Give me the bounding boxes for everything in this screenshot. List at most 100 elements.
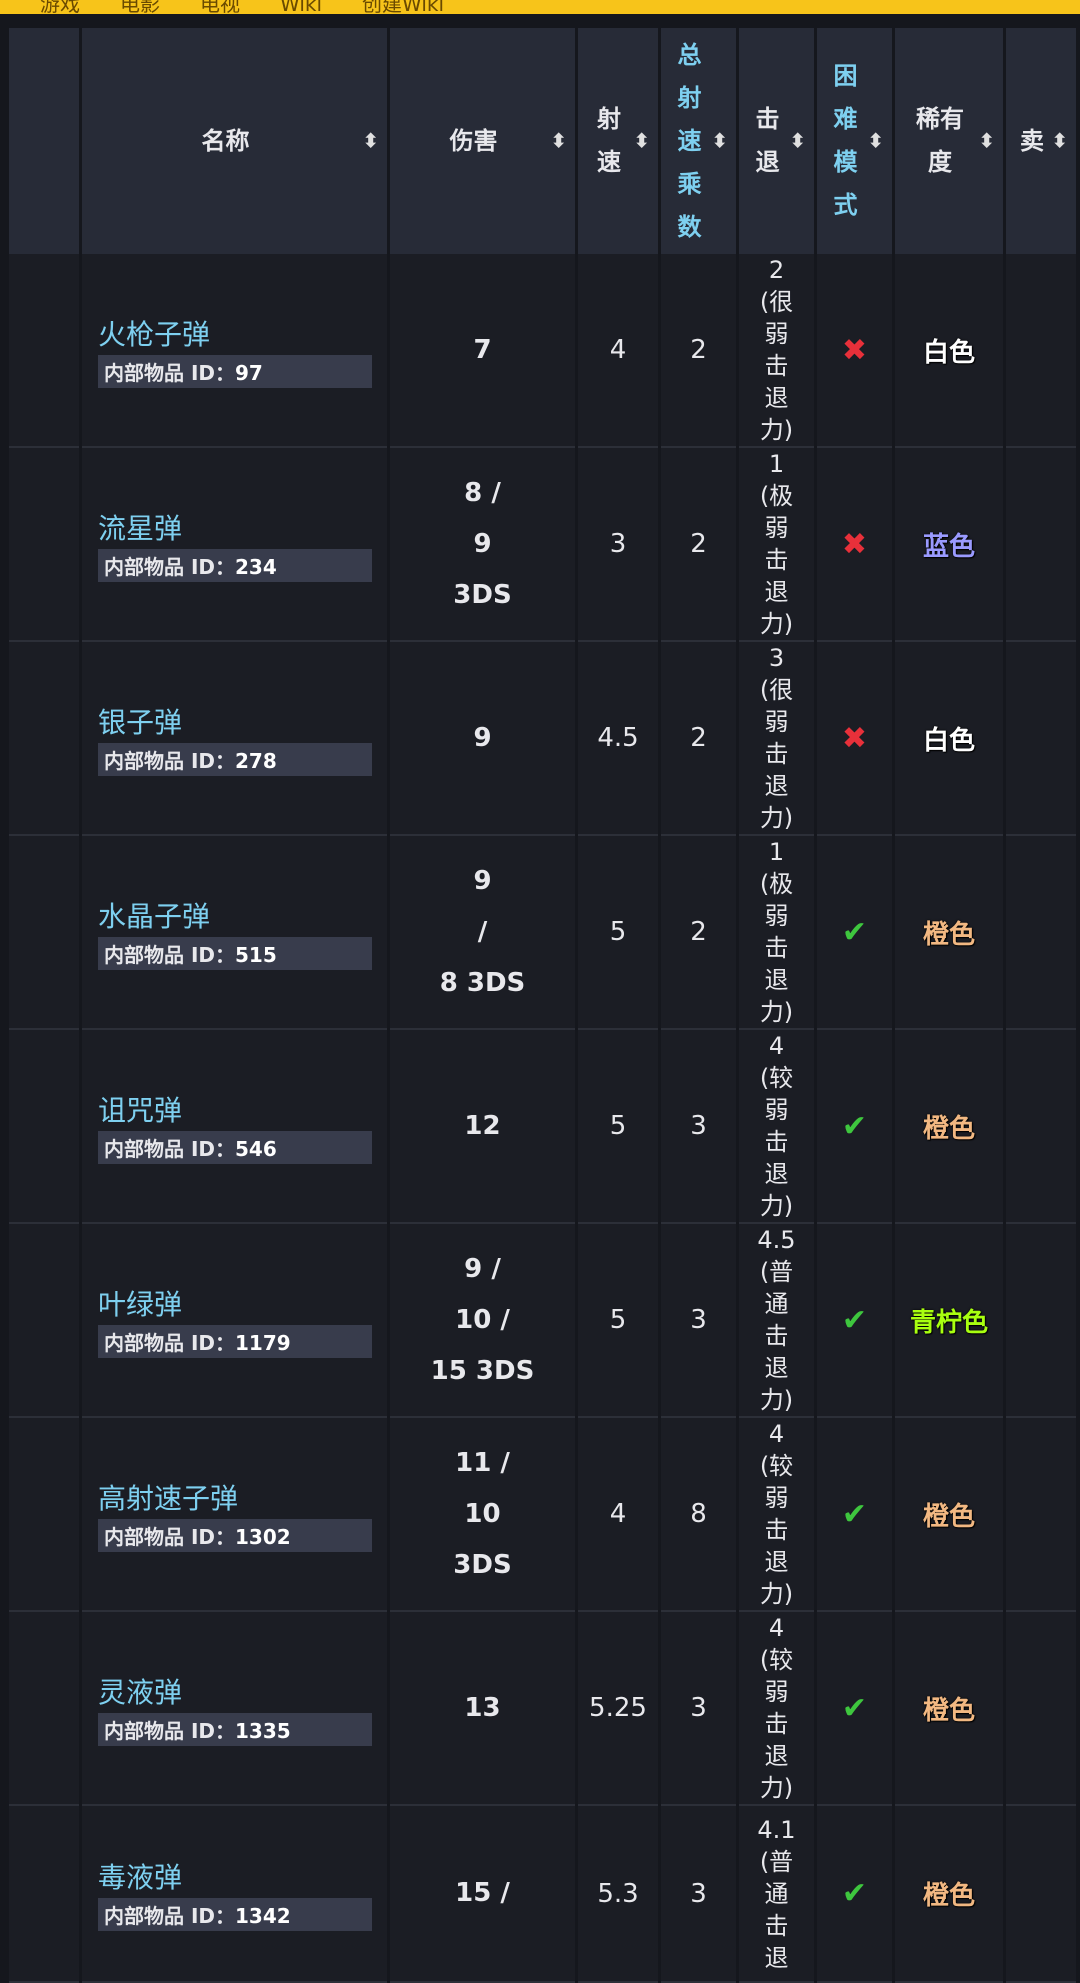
column-header[interactable]: 名称: [82, 28, 387, 254]
item-name[interactable]: 叶绿弹: [98, 1287, 183, 1321]
item-name[interactable]: 诅咒弹: [98, 1093, 183, 1127]
id-label: 内部物品 ID：: [104, 1718, 236, 1743]
nav-link[interactable]: 电影: [120, 0, 160, 14]
damage-cell: 7: [390, 254, 575, 448]
knockback-text: (普通击退: [759, 1847, 794, 1972]
nav-link[interactable]: 创建Wiki: [362, 0, 445, 14]
damage-line: 7: [473, 334, 492, 365]
damage-line: 12: [464, 1110, 501, 1141]
knockback-text: (较弱击退力): [759, 1064, 794, 1220]
header-row: 名称伤害射速总射速乘数击退困难模式稀有度卖: [9, 28, 1076, 254]
use-time-cell: 5: [578, 1224, 658, 1418]
use-time-cell: 5.3: [578, 1806, 658, 1983]
column-header[interactable]: 伤害: [390, 28, 575, 254]
rarity: 橙色: [922, 1501, 975, 1532]
use-time-cell: 4: [578, 1418, 658, 1612]
knockback-value: 4: [768, 1420, 785, 1448]
item-id: 内部物品 ID：546: [98, 1130, 372, 1164]
damage-cell: 9: [390, 642, 575, 836]
nav-link[interactable]: 电视: [200, 0, 240, 14]
rarity-cell: 蓝色: [895, 448, 1003, 642]
knockback-value: 1: [768, 838, 785, 866]
name-cell: 灵液弹 内部物品 ID：1335: [82, 1612, 387, 1806]
rarity: 橙色: [922, 1881, 975, 1911]
rarity-cell: 橙色: [895, 1418, 1003, 1612]
nav-link[interactable]: 游戏: [40, 0, 80, 14]
item-name[interactable]: 银子弹: [98, 705, 183, 739]
id-value: 234: [235, 554, 277, 579]
item-id: 内部物品 ID：234: [98, 548, 372, 582]
knockback-text: (较弱击退力): [759, 1452, 794, 1608]
multiplier-cell: 8: [661, 1418, 736, 1612]
name-cell: 流星弹 内部物品 ID：234: [82, 448, 387, 642]
id-label: 内部物品 ID：: [104, 360, 236, 385]
item-name[interactable]: 火枪子弹: [98, 317, 211, 351]
damage-line: 11 /: [455, 1447, 510, 1478]
item-icon-cell: [9, 836, 79, 1030]
item-name[interactable]: 水晶子弹: [98, 899, 211, 933]
multiplier-cell: 3: [661, 1030, 736, 1224]
sell-cell: [1006, 836, 1076, 1030]
hardmode-cell: [817, 642, 892, 836]
item-id: 内部物品 ID：1335: [98, 1712, 372, 1746]
knockback-cell: 3 (很弱击退力): [739, 642, 814, 836]
item-id: 内部物品 ID：97: [98, 354, 372, 388]
name-cell: 叶绿弹 内部物品 ID：1179: [82, 1224, 387, 1418]
knockback-cell: 4 (较弱击退力): [739, 1030, 814, 1224]
id-value: 515: [235, 942, 277, 967]
multiplier-cell: 3: [661, 1806, 736, 1983]
use-time-cell: 4: [578, 254, 658, 448]
knockback-value: 4: [768, 1032, 785, 1060]
hardmode-cell: [817, 254, 892, 448]
damage-cell: 12: [390, 1030, 575, 1224]
knockback-text: (很弱击退力): [759, 676, 794, 832]
header-cell: [9, 28, 79, 254]
item-icon-cell: [9, 1418, 79, 1612]
damage-line: 10 /: [455, 1304, 510, 1335]
damage-line: 3DS: [453, 579, 512, 610]
damage-line: 9: [473, 865, 492, 896]
column-header[interactable]: 总射速乘数: [661, 28, 736, 254]
column-header[interactable]: 稀有度: [895, 28, 1003, 254]
id-label: 内部物品 ID：: [104, 1904, 236, 1928]
damage-cell: 11 / 10 3DS: [390, 1418, 575, 1612]
name-cell: 银子弹 内部物品 ID：278: [82, 642, 387, 836]
knockback-text: (很弱击退力): [759, 288, 794, 444]
multiplier-cell: 2: [661, 642, 736, 836]
rarity-cell: 白色: [895, 254, 1003, 448]
item-icon-cell: [9, 448, 79, 642]
item-name[interactable]: 毒液弹: [98, 1861, 183, 1894]
sell-cell: [1006, 1418, 1076, 1612]
use-time-cell: 4.5: [578, 642, 658, 836]
sell-cell: [1006, 1806, 1076, 1983]
damage-line: 8 3DS: [439, 967, 526, 998]
column-header[interactable]: 困难模式: [817, 28, 892, 254]
item-name[interactable]: 灵液弹: [98, 1675, 183, 1709]
item-name[interactable]: 流星弹: [98, 511, 183, 545]
knockback-value: 4.1: [757, 1815, 796, 1844]
use-time-cell: 5: [578, 836, 658, 1030]
rarity: 橙色: [922, 919, 975, 950]
rarity: 白色: [922, 725, 975, 756]
use-time-cell: 5: [578, 1030, 658, 1224]
column-header[interactable]: 射速: [578, 28, 658, 254]
knockback-text: (极弱击退力): [759, 870, 794, 1026]
knockback-cell: 4.5 (普通击退力): [739, 1224, 814, 1418]
sell-cell: [1006, 642, 1076, 836]
rarity: 橙色: [922, 1113, 975, 1144]
knockback-text: (普通击退力): [759, 1258, 794, 1414]
id-value: 278: [235, 748, 277, 773]
nav-bar: 游戏 电影 电视 Wiki 创建Wiki: [0, 0, 1080, 14]
rarity: 橙色: [922, 1695, 975, 1726]
damage-cell: 9 / 8 3DS: [390, 836, 575, 1030]
nav-link[interactable]: Wiki: [280, 0, 323, 14]
hardmode-cell: [817, 836, 892, 1030]
item-name[interactable]: 高射速子弹: [98, 1481, 239, 1515]
column-header[interactable]: 击退: [739, 28, 814, 254]
id-label: 内部物品 ID：: [104, 554, 236, 579]
column-header[interactable]: 卖: [1006, 28, 1076, 254]
